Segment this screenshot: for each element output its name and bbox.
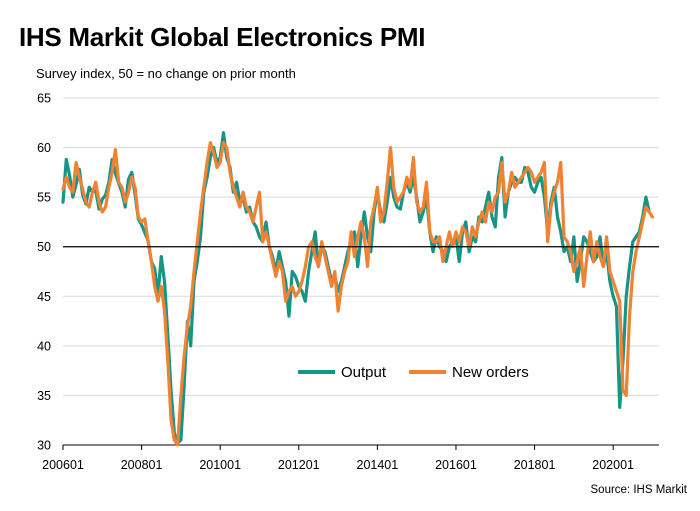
series-new-orders-line xyxy=(61,141,655,447)
y-tick-label: 30 xyxy=(37,439,51,453)
series-lines xyxy=(61,131,655,447)
legend: Output New orders xyxy=(298,364,529,381)
y-tick-label: 65 xyxy=(37,92,51,106)
y-tick-label: 55 xyxy=(37,191,51,205)
x-axis: 200601 200801 201001 201201 201401 201601 2018… xyxy=(42,444,659,472)
y-tick-label: 60 xyxy=(37,141,51,155)
y-tick-label: 45 xyxy=(37,290,51,304)
legend-new-orders-label: New orders xyxy=(452,364,529,381)
chart-title: IHS Markit Global Electronics PMI xyxy=(19,22,426,52)
x-tick-label: 200801 xyxy=(121,458,163,472)
x-tick-label: 201201 xyxy=(278,458,320,472)
legend-output-label: Output xyxy=(341,364,387,381)
x-tick-label: 200601 xyxy=(42,458,84,472)
x-tick-label: 201601 xyxy=(435,458,477,472)
x-tick-label: 201801 xyxy=(514,458,556,472)
x-tick-label: 202001 xyxy=(592,458,634,472)
x-tick-label: 201001 xyxy=(199,458,241,472)
y-tick-label: 35 xyxy=(37,389,51,403)
y-tick-label: 40 xyxy=(37,339,51,353)
y-tick-label: 50 xyxy=(37,240,51,254)
x-tick-label: 201401 xyxy=(357,458,399,472)
source-note: Source: IHS Markit xyxy=(590,484,688,496)
y-axis-ticks: 30 35 40 45 50 55 60 65 xyxy=(37,92,51,453)
chart-subtitle: Survey index, 50 = no change on prior mo… xyxy=(36,66,296,81)
